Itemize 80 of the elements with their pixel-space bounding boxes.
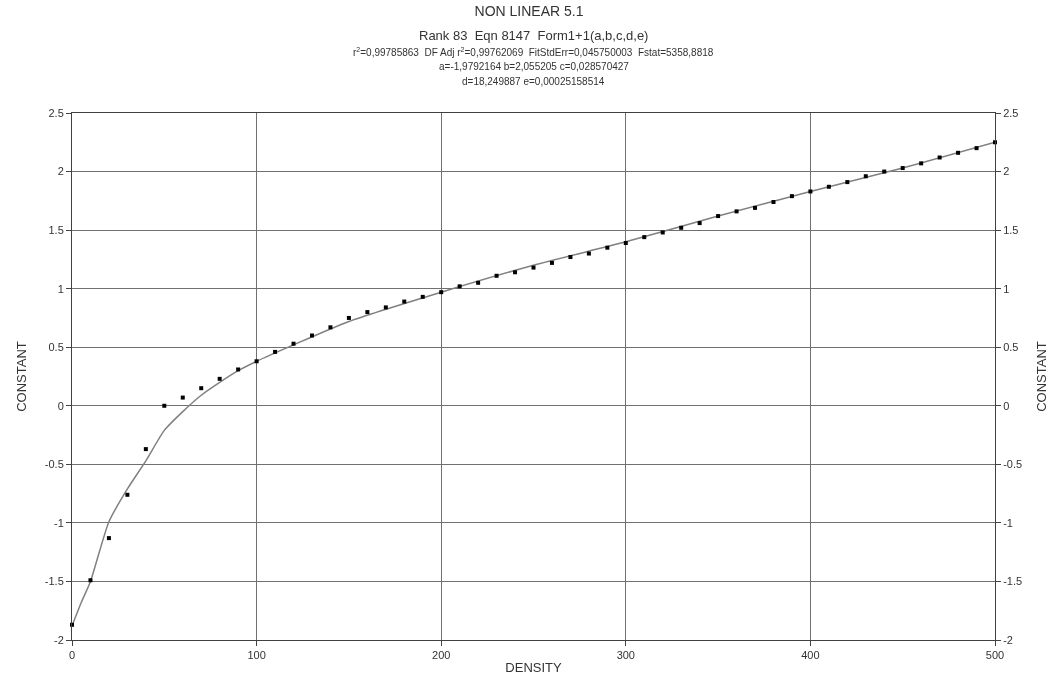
point xyxy=(937,155,942,160)
point xyxy=(679,225,684,230)
y2-tick-label: 0 xyxy=(1003,399,1010,412)
point xyxy=(513,270,518,275)
text: Rank 83 Eqn 8147 Form1+1(a,b,c,d,e) r$^{2}$=0,99785863 DF Adj r$^{2}$=0,99762069 FitStdErr=0,045750003 Fstat=5358,8818 a=-1,9792164 b=2,055205 c=0,028570427 d=18,249887 e=0,00025158514 xyxy=(353,28,714,87)
chart-title: NON LINEAR 5.1 xyxy=(474,2,584,19)
point xyxy=(254,359,259,364)
y2-tick-label: -1.5 xyxy=(1003,575,1023,588)
point xyxy=(919,161,924,166)
point xyxy=(568,255,573,260)
x-tick-label: 100 xyxy=(247,649,266,662)
y2-axis-title: CONSTANT xyxy=(1033,341,1049,412)
point xyxy=(291,341,296,346)
point xyxy=(328,325,333,330)
x-tick-label: 400 xyxy=(801,649,820,662)
point xyxy=(309,333,314,338)
point xyxy=(125,492,130,497)
point xyxy=(826,184,831,189)
y-tick-label: 0.5 xyxy=(48,341,64,354)
point xyxy=(974,146,979,151)
point xyxy=(771,200,776,204)
y-tick-label: 2 xyxy=(57,165,64,178)
y2-tick-label: -1 xyxy=(1003,516,1013,529)
y-tick-label: -1.5 xyxy=(44,575,64,588)
y-tick-label: 2.5 xyxy=(48,106,64,119)
point xyxy=(346,315,351,320)
y2-tick-label: 0.5 xyxy=(1003,341,1019,354)
point xyxy=(660,230,665,235)
y-tick-label: 1.5 xyxy=(48,223,64,236)
point xyxy=(106,536,111,541)
y-tick-label: -2 xyxy=(54,633,64,646)
x-axis-title: DENSITY xyxy=(505,659,562,675)
point xyxy=(420,294,425,299)
y2-tick-label: 1.5 xyxy=(1003,223,1019,236)
point xyxy=(383,305,388,310)
point xyxy=(789,194,794,199)
point xyxy=(549,260,554,265)
point xyxy=(882,169,887,174)
point xyxy=(162,403,167,408)
point xyxy=(753,205,758,210)
y-axis-title: CONSTANT xyxy=(13,341,29,412)
point xyxy=(88,578,93,583)
point xyxy=(586,251,591,256)
point xyxy=(236,367,241,372)
point xyxy=(845,180,850,185)
point xyxy=(716,214,721,219)
point xyxy=(642,235,647,240)
y-tick-label: -0.5 xyxy=(44,458,64,471)
point xyxy=(808,189,813,194)
y2-tick-label: 1 xyxy=(1003,282,1010,295)
point xyxy=(199,386,204,391)
point xyxy=(623,240,628,245)
y-tick-label: 0 xyxy=(57,399,64,412)
y2-tick-label: -2 xyxy=(1003,633,1013,646)
point xyxy=(439,290,444,295)
point xyxy=(217,376,222,381)
x-tick-label: 500 xyxy=(985,649,1005,662)
x-tick-label: 200 xyxy=(432,649,451,662)
point xyxy=(734,209,739,214)
point xyxy=(863,174,868,179)
point xyxy=(273,349,278,354)
point xyxy=(697,221,702,226)
point xyxy=(476,280,481,285)
point xyxy=(531,265,536,270)
y2-tick-label: 2 xyxy=(1003,165,1010,178)
point xyxy=(457,284,462,289)
point xyxy=(180,395,185,400)
point xyxy=(956,150,961,155)
point xyxy=(365,310,370,315)
y-tick-label: 1 xyxy=(57,282,64,295)
y2-tick-label: -0.5 xyxy=(1003,458,1023,471)
x-tick-label: 300 xyxy=(616,649,635,662)
y2-tick-label: 2.5 xyxy=(1003,106,1019,119)
point xyxy=(605,245,610,250)
point xyxy=(402,299,407,304)
x-tick-label: 0 xyxy=(68,649,76,662)
point xyxy=(143,447,148,452)
y-tick-label: -1 xyxy=(54,516,64,529)
point xyxy=(900,166,905,171)
point xyxy=(494,273,499,278)
